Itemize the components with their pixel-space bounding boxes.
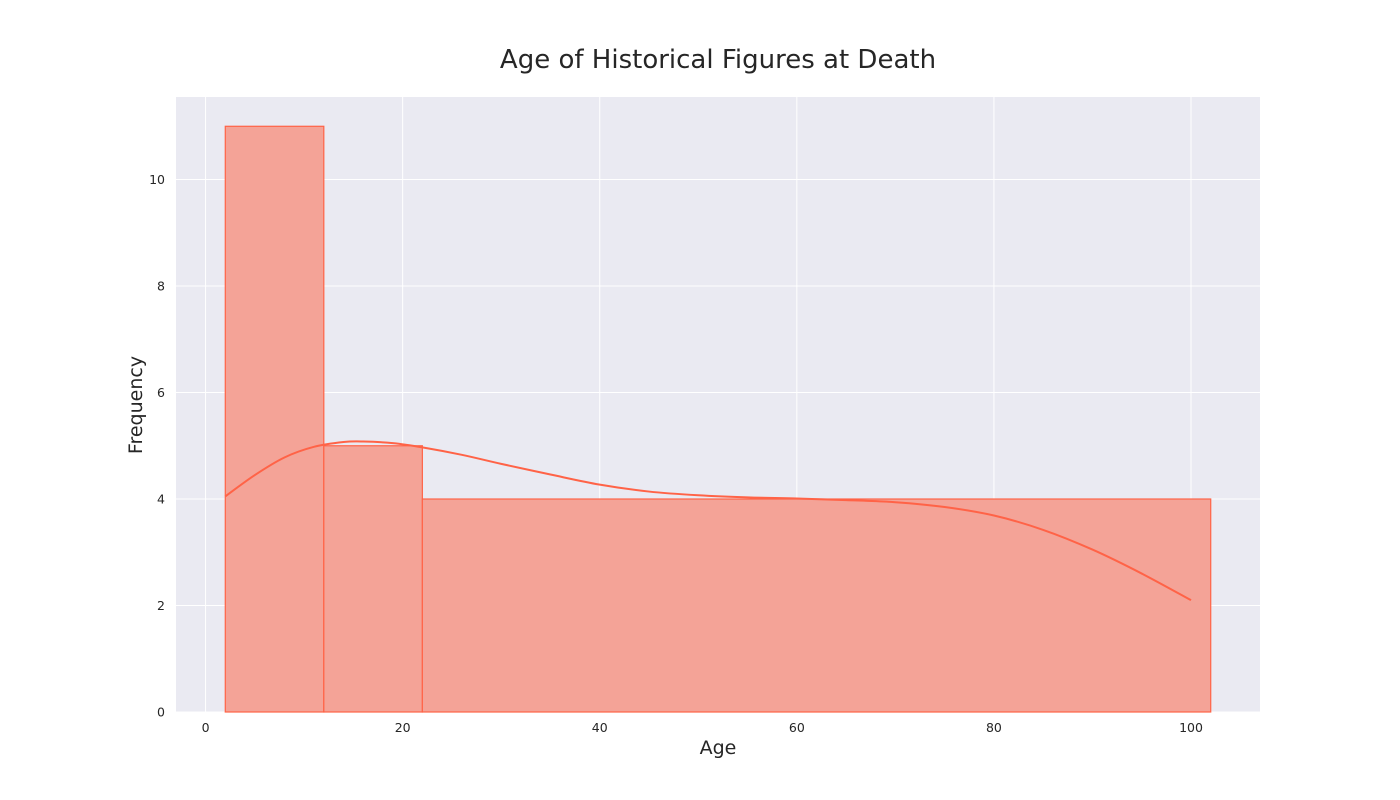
histogram-bar [224,125,325,713]
histogram-bar [323,445,423,713]
x-tick-label: 40 [592,720,608,735]
x-tick-label: 80 [986,720,1002,735]
y-axis-label: Frequency [125,356,147,454]
x-tick-label: 0 [202,720,210,735]
y-tick-label: 2 [157,598,165,613]
x-tick-label: 20 [395,720,411,735]
x-axis-label: Age [700,737,737,759]
y-tick-label: 6 [157,385,165,400]
y-tick-label: 0 [157,705,165,720]
x-tick-label: 100 [1179,720,1203,735]
y-tick-labels: 0 2 4 6 8 10 [149,172,165,719]
y-tick-label: 8 [157,279,165,294]
y-tick-label: 10 [149,172,165,187]
x-tick-labels: 0 20 40 60 80 100 [202,720,1203,735]
kde-curve [224,440,1192,602]
histogram-bar [421,498,1212,713]
x-tick-label: 60 [789,720,805,735]
y-tick-label: 4 [157,492,165,507]
chart-title: Age of Historical Figures at Death [500,45,936,75]
histogram-bars [224,125,1212,713]
